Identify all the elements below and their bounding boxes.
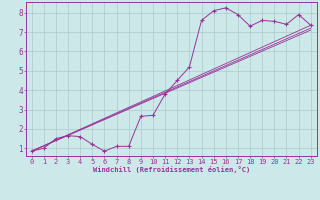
X-axis label: Windchill (Refroidissement éolien,°C): Windchill (Refroidissement éolien,°C) bbox=[92, 166, 250, 173]
